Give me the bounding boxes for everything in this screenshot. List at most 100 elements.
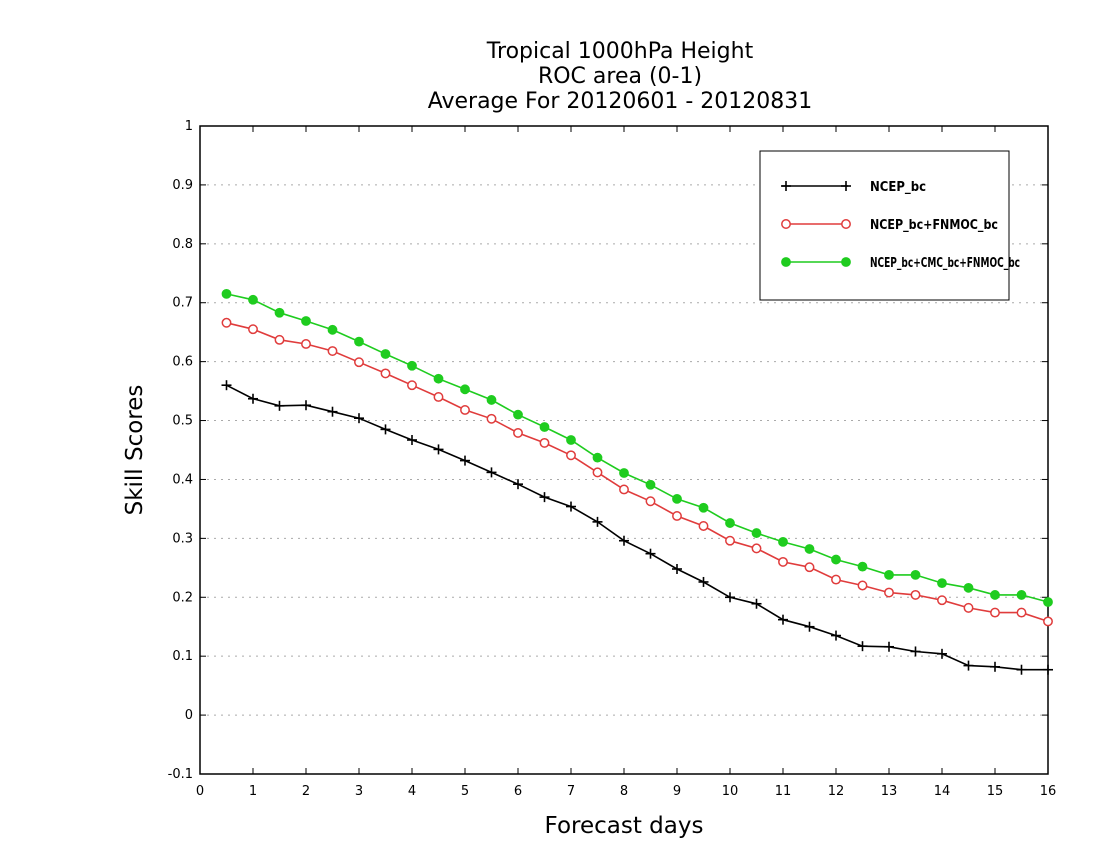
data-point — [910, 646, 921, 657]
legend-marker — [841, 181, 851, 191]
data-point — [513, 479, 523, 490]
series-group — [221, 288, 1053, 675]
data-point — [221, 288, 232, 299]
legend-marker — [841, 219, 851, 229]
data-point — [460, 455, 470, 466]
data-point — [751, 528, 762, 538]
x-tick-label: 10 — [722, 784, 739, 799]
y-tick-label: 0.7 — [172, 296, 193, 311]
series-line — [226, 322, 1049, 623]
y-tick-label: 0.5 — [172, 414, 193, 429]
data-point — [1043, 597, 1053, 607]
y-tick-label: 0 — [185, 708, 193, 723]
data-point — [831, 574, 841, 585]
x-tick-label: 7 — [567, 784, 575, 799]
legend-marker — [781, 181, 791, 191]
data-point — [354, 336, 364, 347]
data-point — [1016, 590, 1027, 600]
data-point — [910, 589, 921, 600]
legend-label: NCEP_bc+FNMOC_bc — [870, 218, 998, 233]
x-tick-label: 9 — [673, 784, 681, 799]
x-tick-label: 12 — [828, 784, 845, 799]
x-tick-label: 2 — [302, 784, 310, 799]
data-point — [619, 535, 629, 546]
data-point — [460, 404, 470, 415]
x-tick-label: 4 — [408, 784, 416, 799]
data-point — [460, 384, 470, 395]
data-point — [433, 373, 444, 384]
data-point — [380, 349, 391, 359]
data-point — [354, 357, 364, 368]
data-point — [778, 614, 788, 625]
data-point — [698, 576, 709, 587]
data-point — [327, 346, 338, 356]
data-point — [221, 380, 232, 391]
legend-box — [759, 150, 1010, 301]
y-tick-label: 0.1 — [172, 649, 193, 664]
data-point — [672, 563, 682, 574]
x-tick-label: 13 — [881, 784, 898, 799]
axis-ticks: -0.100.10.20.30.40.50.60.70.80.910 1 2 3 4 5 6… — [168, 119, 1057, 799]
y-tick-label: 0.9 — [172, 178, 193, 193]
data-point — [513, 409, 523, 420]
data-point — [831, 554, 841, 565]
legend: NCEP_bc NCEP_bc+FNMOC_bc NCEP_bc+CMC_bc+FN… — [759, 150, 1020, 301]
data-point — [433, 444, 444, 455]
data-point — [407, 434, 417, 445]
y-tick-label: 0.2 — [172, 590, 193, 605]
data-point — [645, 479, 656, 490]
data-point — [380, 368, 391, 379]
series-line — [226, 293, 1049, 603]
data-point — [221, 317, 232, 328]
data-point — [963, 660, 974, 671]
data-point — [486, 395, 497, 405]
data-point — [539, 492, 550, 503]
x-tick-label: 11 — [775, 784, 792, 799]
data-point — [831, 630, 841, 641]
data-point — [804, 544, 815, 554]
x-tick-label: 6 — [514, 784, 522, 799]
data-point — [566, 435, 576, 445]
data-point — [592, 452, 603, 463]
data-point — [937, 578, 947, 589]
data-point — [725, 592, 735, 603]
x-tick-label: 0 — [196, 784, 204, 799]
data-point — [380, 424, 391, 435]
data-point — [884, 587, 894, 598]
y-axis-title: Skill Scores — [122, 385, 148, 516]
legend-label: NCEP_bc — [870, 180, 926, 195]
data-point — [698, 521, 709, 531]
data-point — [857, 580, 868, 591]
data-point — [990, 661, 1000, 672]
series-3 — [221, 288, 1053, 607]
data-point — [804, 562, 815, 573]
data-point — [486, 413, 497, 424]
x-tick-label: 1 — [249, 784, 257, 799]
data-point — [963, 602, 974, 613]
chart-title-line-2: ROC area (0-1) — [538, 64, 702, 89]
data-point — [566, 450, 576, 461]
data-point — [592, 467, 603, 478]
data-point — [327, 324, 338, 335]
data-point — [407, 380, 417, 391]
data-point — [539, 422, 550, 432]
data-point — [778, 556, 788, 567]
x-tick-label: 15 — [987, 784, 1004, 799]
data-point — [592, 516, 603, 527]
data-point — [672, 511, 682, 521]
data-point — [301, 316, 311, 326]
legend-marker — [781, 257, 791, 267]
data-point — [672, 493, 682, 504]
data-point — [645, 496, 656, 507]
data-point — [778, 536, 788, 547]
data-point — [857, 641, 868, 652]
x-tick-label: 5 — [461, 784, 469, 799]
data-point — [513, 427, 523, 438]
y-tick-label: 0.3 — [172, 531, 193, 546]
data-point — [804, 621, 815, 632]
legend-marker — [841, 257, 851, 267]
data-point — [1043, 616, 1053, 627]
data-point — [857, 561, 868, 572]
data-point — [301, 400, 311, 411]
